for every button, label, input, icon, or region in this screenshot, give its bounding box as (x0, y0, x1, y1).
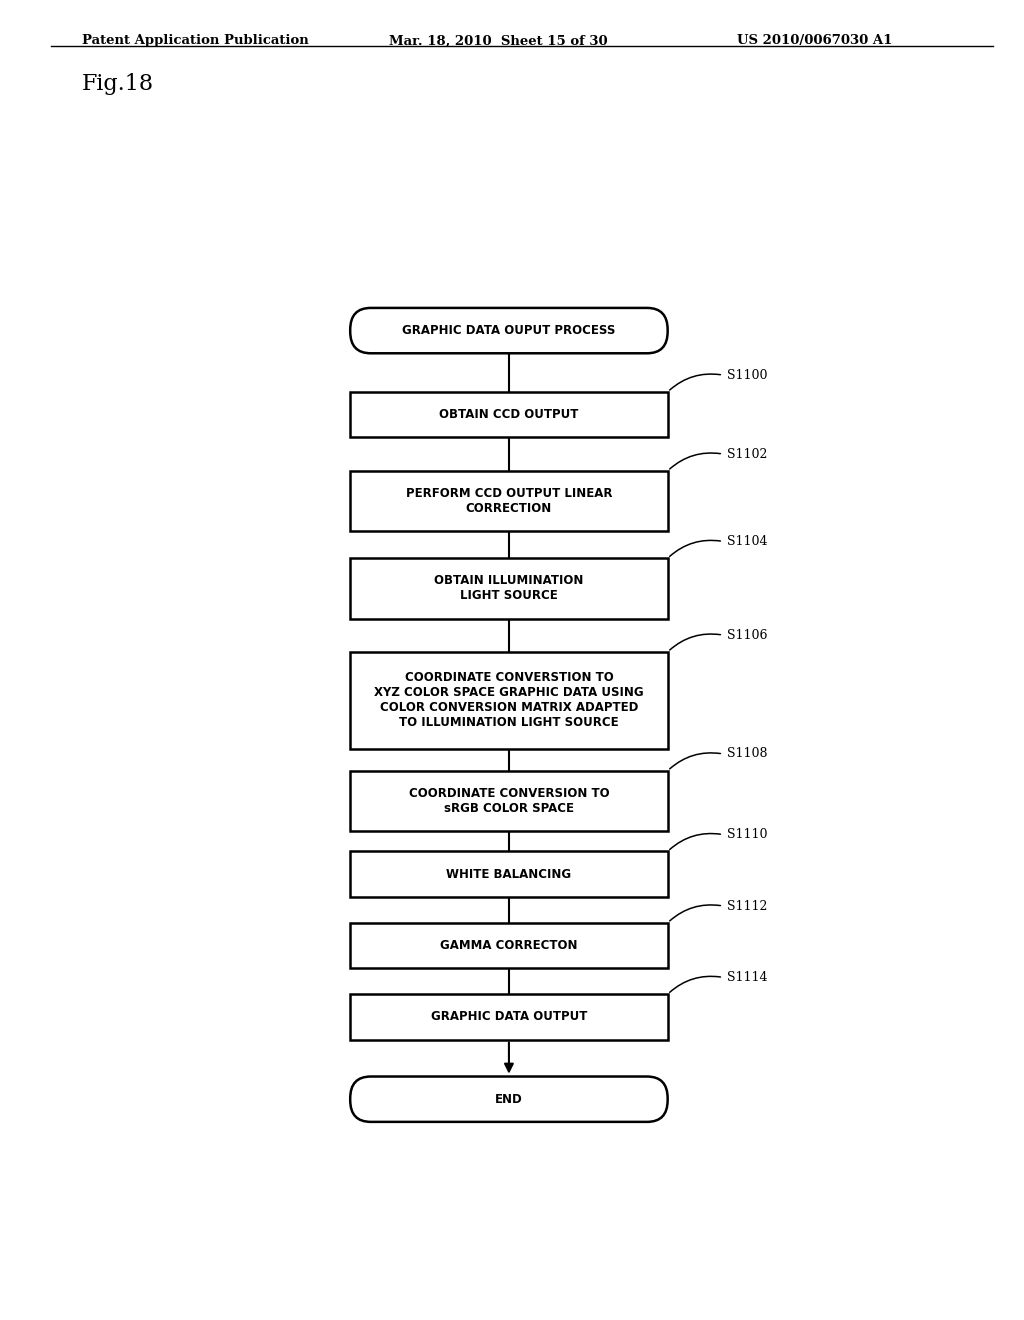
Text: S1114: S1114 (727, 972, 768, 983)
Text: WHITE BALANCING: WHITE BALANCING (446, 867, 571, 880)
Text: S1100: S1100 (727, 368, 768, 381)
Text: S1108: S1108 (727, 747, 768, 760)
FancyBboxPatch shape (350, 308, 668, 354)
Text: PERFORM CCD OUTPUT LINEAR
CORRECTION: PERFORM CCD OUTPUT LINEAR CORRECTION (406, 487, 612, 515)
Bar (350, 923, 668, 968)
Text: S1102: S1102 (727, 447, 768, 461)
Text: OBTAIN CCD OUTPUT: OBTAIN CCD OUTPUT (439, 408, 579, 421)
Bar (350, 652, 668, 748)
Text: US 2010/0067030 A1: US 2010/0067030 A1 (737, 34, 893, 48)
Text: OBTAIN ILLUMINATION
LIGHT SOURCE: OBTAIN ILLUMINATION LIGHT SOURCE (434, 574, 584, 602)
Bar (350, 851, 668, 896)
Bar (350, 994, 668, 1040)
Text: GAMMA CORRECTON: GAMMA CORRECTON (440, 939, 578, 952)
Text: S1106: S1106 (727, 628, 768, 642)
Text: Mar. 18, 2010  Sheet 15 of 30: Mar. 18, 2010 Sheet 15 of 30 (389, 34, 608, 48)
Text: GRAPHIC DATA OUTPUT: GRAPHIC DATA OUTPUT (431, 1010, 587, 1023)
Text: Fig.18: Fig.18 (82, 73, 154, 95)
Bar (350, 471, 668, 532)
Text: COORDINATE CONVERSION TO
sRGB COLOR SPACE: COORDINATE CONVERSION TO sRGB COLOR SPAC… (409, 787, 609, 814)
Bar (350, 771, 668, 832)
Text: S1110: S1110 (727, 828, 768, 841)
Text: GRAPHIC DATA OUPUT PROCESS: GRAPHIC DATA OUPUT PROCESS (402, 325, 615, 337)
Text: Patent Application Publication: Patent Application Publication (82, 34, 308, 48)
Text: COORDINATE CONVERSTION TO
XYZ COLOR SPACE GRAPHIC DATA USING
COLOR CONVERSION MA: COORDINATE CONVERSTION TO XYZ COLOR SPAC… (374, 671, 644, 729)
FancyBboxPatch shape (350, 1077, 668, 1122)
Text: S1104: S1104 (727, 535, 768, 548)
Text: S1112: S1112 (727, 899, 768, 912)
Bar (350, 392, 668, 437)
Bar (350, 558, 668, 619)
Text: END: END (495, 1093, 523, 1106)
